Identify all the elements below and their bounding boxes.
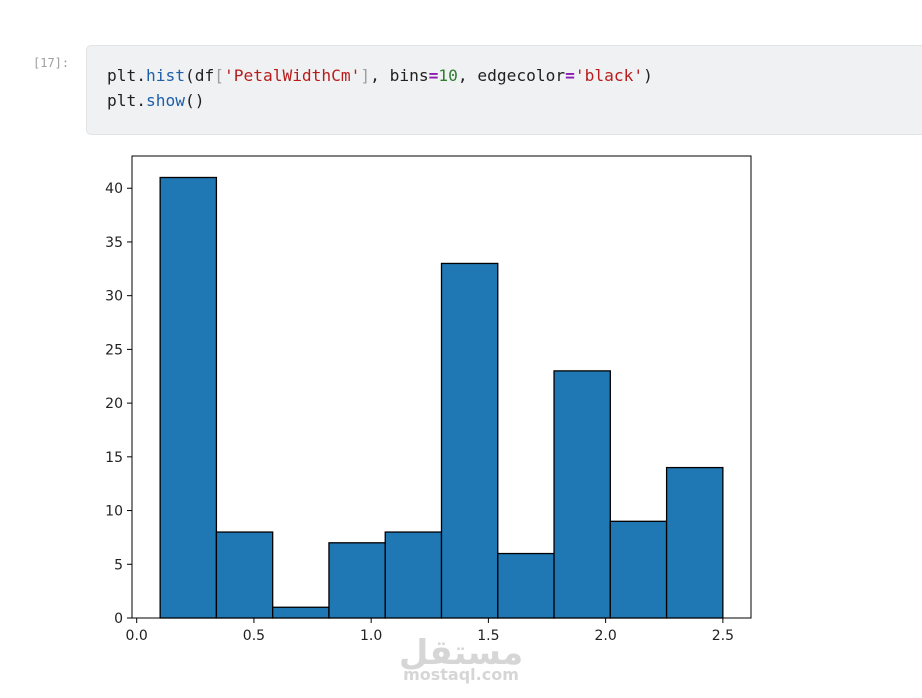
x-tick-label: 2.0 bbox=[594, 628, 616, 644]
histogram-bar bbox=[553, 370, 611, 619]
code-line-1: plt.hist(df['PetalWidthCm'], bins=10, ed… bbox=[107, 66, 653, 85]
histogram-bar bbox=[159, 176, 218, 619]
chart-axes: 0 5 10 15 20 25 30 35 40 0.0 0.5 1.0 1.5 2.0 2.5 bbox=[105, 155, 752, 644]
y-tick-label: 30 bbox=[105, 289, 123, 305]
code-editor[interactable]: plt.hist(df['PetalWidthCm'], bins=10, ed… bbox=[107, 63, 653, 113]
histogram-bar bbox=[215, 531, 274, 619]
histogram-bar bbox=[272, 606, 330, 619]
x-tick-label: 1.5 bbox=[477, 628, 499, 644]
cell-prompt: [17]: bbox=[33, 56, 70, 70]
x-tick-label: 0.5 bbox=[243, 628, 265, 644]
watermark: مستقل mostaql.com bbox=[399, 633, 523, 684]
x-tick-label: 1.0 bbox=[360, 628, 382, 644]
watermark-latin: mostaql.com bbox=[403, 665, 519, 684]
histogram-bars bbox=[159, 176, 724, 619]
y-tick-label: 40 bbox=[105, 181, 123, 197]
code-line-2: plt.show() bbox=[107, 91, 205, 110]
y-tick-label: 15 bbox=[105, 450, 123, 466]
histogram-bar bbox=[328, 542, 386, 619]
histogram-bar bbox=[497, 552, 555, 619]
watermark-arabic: مستقل bbox=[399, 633, 523, 673]
y-tick-label: 35 bbox=[105, 235, 123, 251]
code-cell[interactable]: plt.hist(df['PetalWidthCm'], bins=10, ed… bbox=[86, 45, 922, 135]
y-tick-label: 20 bbox=[105, 396, 123, 412]
histogram-bar bbox=[665, 466, 724, 619]
histogram-bar bbox=[384, 531, 443, 619]
histogram-bar bbox=[440, 262, 499, 619]
plot-frame bbox=[131, 155, 752, 619]
y-tick-label: 10 bbox=[105, 504, 123, 520]
x-tick-label: 0.0 bbox=[126, 628, 148, 644]
histogram-bar bbox=[609, 520, 668, 619]
y-tick-label: 25 bbox=[105, 342, 123, 358]
y-tick-label: 0 bbox=[114, 611, 123, 627]
x-tick-label: 2.5 bbox=[712, 628, 734, 644]
y-tick-label: 5 bbox=[114, 557, 123, 573]
